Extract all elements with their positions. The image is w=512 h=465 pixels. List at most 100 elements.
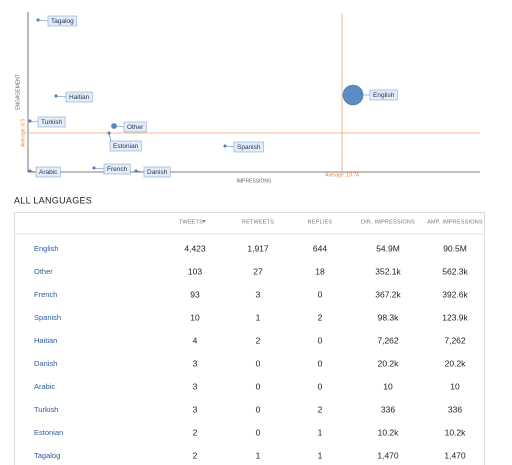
- data-point[interactable]: [28, 119, 32, 123]
- language-name[interactable]: English: [34, 244, 59, 253]
- cell-value: 10: [190, 312, 200, 322]
- column-header[interactable]: REPLIES: [308, 219, 333, 225]
- cell-value: 1,917: [247, 243, 269, 253]
- cell-value: 2: [193, 450, 198, 460]
- label-box: [369, 89, 398, 101]
- average-label: Average: 19.74: [325, 172, 359, 178]
- section-title: ALL LANGUAGES: [14, 195, 92, 205]
- data-point[interactable]: [92, 166, 96, 170]
- x-axis-label: IMPRESSIONS: [237, 178, 272, 184]
- cell-value: 644: [313, 243, 327, 253]
- cell-value: 392.6k: [442, 289, 468, 299]
- connector: [224, 145, 235, 148]
- point-label: Estonian: [113, 143, 139, 150]
- label-box: [103, 163, 131, 175]
- cell-value: 18: [315, 266, 325, 276]
- cell-value: 90.5M: [443, 243, 467, 253]
- cell-value: 0: [256, 358, 261, 368]
- point-label: English: [373, 92, 395, 99]
- label-box: [47, 15, 78, 27]
- data-point[interactable]: [28, 169, 32, 173]
- cell-value: 10: [450, 381, 460, 391]
- cell-value: 54.9M: [376, 243, 400, 253]
- cell-value: 103: [188, 266, 202, 276]
- connector: [55, 95, 67, 98]
- column-header[interactable]: RETWEETS: [242, 219, 274, 225]
- label-box: [123, 121, 147, 133]
- data-point[interactable]: [54, 94, 58, 98]
- cell-value: 352.1k: [375, 266, 401, 276]
- language-name[interactable]: Turkish: [34, 405, 58, 414]
- cell-value: 336: [381, 404, 395, 414]
- label-box: [35, 166, 61, 178]
- cell-value: 27: [253, 266, 263, 276]
- cell-value: 93: [190, 289, 200, 299]
- cell-value: 3: [193, 358, 198, 368]
- cell-value: 367.2k: [375, 289, 401, 299]
- cell-value: 2: [318, 404, 323, 414]
- point-label: Tagalog: [51, 18, 74, 25]
- language-name[interactable]: Spanish: [34, 313, 61, 322]
- cell-value: 4,423: [184, 243, 206, 253]
- cell-value: 1: [256, 450, 261, 460]
- cell-value: 1: [318, 450, 323, 460]
- point-label: Turkish: [41, 119, 62, 126]
- point-label: Arabic: [39, 169, 58, 176]
- cell-value: 2: [193, 427, 198, 437]
- point-label: Other: [127, 124, 144, 131]
- cell-value: 0: [256, 404, 261, 414]
- language-name[interactable]: Tagalog: [34, 451, 60, 460]
- column-header[interactable]: TWEETS: [179, 219, 203, 225]
- label-box: [143, 166, 171, 178]
- cell-value: 3: [193, 404, 198, 414]
- point-label: Danish: [147, 169, 168, 176]
- cell-value: 7,262: [444, 335, 466, 345]
- language-name[interactable]: Estonian: [34, 428, 63, 437]
- cell-value: 1,470: [444, 450, 466, 460]
- cell-value: 0: [256, 381, 261, 391]
- cell-value: 0: [318, 381, 323, 391]
- language-name[interactable]: French: [34, 290, 57, 299]
- average-label: Average: 6.5: [20, 119, 26, 147]
- point-label: French: [107, 166, 128, 173]
- cell-value: 10: [383, 381, 393, 391]
- point-label: Haitian: [69, 94, 90, 101]
- scatter-chart: ENGAGEMENT IMPRESSIONS Average: 6.5 Aver…: [15, 12, 480, 184]
- cell-value: 10.2k: [378, 427, 400, 437]
- data-point[interactable]: [36, 18, 40, 22]
- column-header[interactable]: DIR. IMPRESSIONS: [361, 219, 415, 225]
- cell-value: 123.9k: [442, 312, 468, 322]
- cell-value: 7,262: [377, 335, 399, 345]
- column-header[interactable]: AMP. IMPRESSIONS: [427, 219, 483, 225]
- language-name[interactable]: Haitian: [34, 336, 57, 345]
- data-point[interactable]: [111, 123, 117, 129]
- cell-value: 0: [256, 427, 261, 437]
- label-box: [65, 91, 93, 103]
- cell-value: 1,470: [377, 450, 399, 460]
- data-point[interactable]: [134, 169, 138, 173]
- label-box: [233, 141, 264, 153]
- cell-value: 3: [193, 381, 198, 391]
- cell-value: 3: [256, 289, 261, 299]
- data-point[interactable]: [107, 131, 111, 135]
- table-frame: [14, 212, 485, 465]
- cell-value: 2: [256, 335, 261, 345]
- cell-value: 1: [256, 312, 261, 322]
- connector: [93, 167, 105, 170]
- cell-value: 20.2k: [378, 358, 400, 368]
- cell-value: 0: [318, 358, 323, 368]
- language-name[interactable]: Other: [34, 267, 53, 276]
- data-point[interactable]: [223, 144, 227, 148]
- cell-value: 1: [318, 427, 323, 437]
- cell-value: 336: [448, 404, 462, 414]
- language-name[interactable]: Danish: [34, 359, 57, 368]
- cell-value: 0: [318, 335, 323, 345]
- cell-value: 4: [193, 335, 198, 345]
- cell-value: 562.3k: [442, 266, 468, 276]
- language-name[interactable]: Arabic: [34, 382, 56, 391]
- cell-value: 2: [318, 312, 323, 322]
- cell-value: 20.2k: [445, 358, 467, 368]
- data-point[interactable]: [342, 84, 364, 106]
